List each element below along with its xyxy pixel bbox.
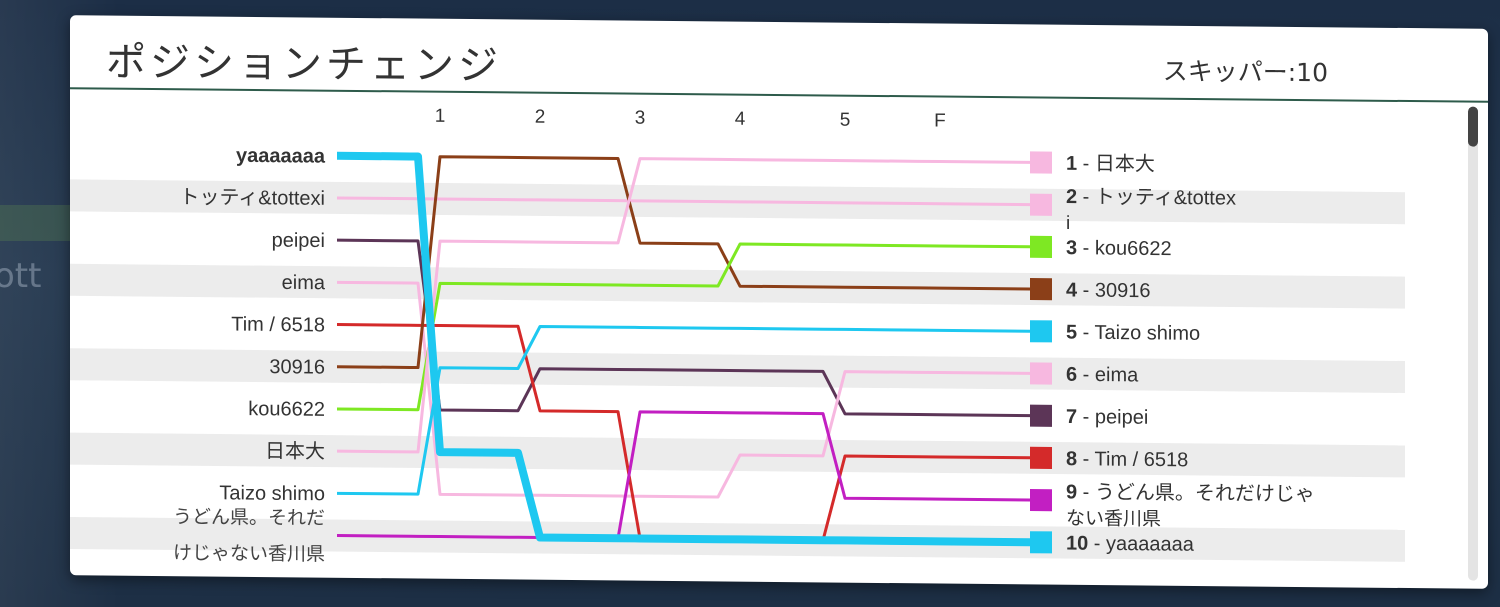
- row-band: [70, 263, 1405, 309]
- start-name: 30916: [269, 356, 325, 379]
- final-name: - トッティ&tottex: [1077, 186, 1236, 210]
- start-name: kou6622: [248, 398, 325, 421]
- final-rank: 3: [1066, 237, 1077, 259]
- player-line: [337, 196, 1030, 207]
- player-line: [337, 280, 1030, 499]
- final-rank: 10: [1066, 533, 1088, 555]
- final-label-cont: ない香川県: [1066, 507, 1161, 530]
- final-name: - 日本大: [1077, 152, 1155, 176]
- final-rank: 4: [1066, 279, 1078, 301]
- start-name: 日本大: [265, 439, 325, 463]
- start-name: Taizo shimo: [219, 482, 325, 505]
- player-line: [337, 157, 1030, 454]
- start-name: peipei: [272, 230, 325, 253]
- start-name: yaaaaaaa: [236, 145, 326, 168]
- scrollbar[interactable]: [1468, 106, 1478, 581]
- background-panel-fragment: [0, 205, 70, 241]
- final-name: - うどん県。それだけじゃ: [1077, 480, 1315, 505]
- end-marker: [1030, 446, 1052, 470]
- final-rank: 6: [1066, 364, 1077, 386]
- final-name: - peipei: [1077, 406, 1148, 429]
- column-header: 2: [535, 107, 546, 128]
- end-marker: [1030, 531, 1052, 554]
- end-marker: [1030, 278, 1052, 301]
- end-marker: [1030, 193, 1052, 216]
- end-marker: [1030, 404, 1052, 427]
- player-line: [337, 325, 1030, 496]
- final-label-cont: i: [1066, 213, 1070, 234]
- final-label: 8 - Tim / 6518: [1066, 448, 1188, 471]
- final-name: - kou6622: [1077, 237, 1172, 260]
- final-label: 3 - kou6622: [1066, 237, 1172, 260]
- final-name: - Taizo shimo: [1077, 322, 1200, 345]
- final-rank: 8: [1066, 448, 1077, 470]
- final-rank: 1: [1066, 153, 1077, 175]
- player-line: [337, 410, 1030, 540]
- end-marker: [1030, 489, 1052, 512]
- final-name: - 30916: [1077, 279, 1150, 302]
- final-label: 9 - うどん県。それだけじゃ: [1066, 480, 1315, 505]
- start-name: けじゃない香川県: [173, 542, 325, 565]
- column-header: 3: [635, 108, 646, 129]
- scroll-thumb[interactable]: [1468, 106, 1478, 147]
- final-name: - Tim / 6518: [1077, 448, 1188, 471]
- final-label: 4 - 30916: [1066, 279, 1151, 302]
- start-name: うどん県。それだ: [173, 506, 325, 529]
- column-header: 1: [435, 106, 446, 127]
- start-name: トッティ&tottexi: [180, 186, 325, 209]
- final-rank: 2: [1066, 186, 1077, 208]
- end-marker: [1030, 235, 1052, 259]
- end-marker: [1030, 151, 1052, 174]
- final-rank: 5: [1066, 322, 1077, 344]
- end-marker: [1030, 320, 1052, 343]
- final-label: 1 - 日本大: [1066, 152, 1155, 176]
- final-label: 10 - yaaaaaaa: [1066, 533, 1195, 556]
- column-header: 5: [840, 110, 851, 131]
- final-rank: 9: [1066, 481, 1077, 503]
- final-label: 7 - peipei: [1066, 406, 1148, 429]
- final-name: - yaaaaaaa: [1088, 533, 1195, 556]
- row-band: [70, 432, 1405, 478]
- start-name: eima: [282, 272, 326, 294]
- final-label: 5 - Taizo shimo: [1066, 322, 1200, 345]
- column-header: 4: [735, 109, 746, 130]
- final-label: 6 - eima: [1066, 364, 1139, 387]
- end-marker: [1030, 362, 1052, 385]
- final-label: 2 - トッティ&tottex: [1066, 186, 1236, 210]
- final-rank: 7: [1066, 406, 1077, 428]
- player-line: [337, 151, 1030, 547]
- start-name: Tim / 6518: [231, 314, 325, 337]
- background-text: ott: [0, 256, 42, 296]
- column-header: F: [934, 110, 946, 131]
- final-name: - eima: [1077, 364, 1139, 387]
